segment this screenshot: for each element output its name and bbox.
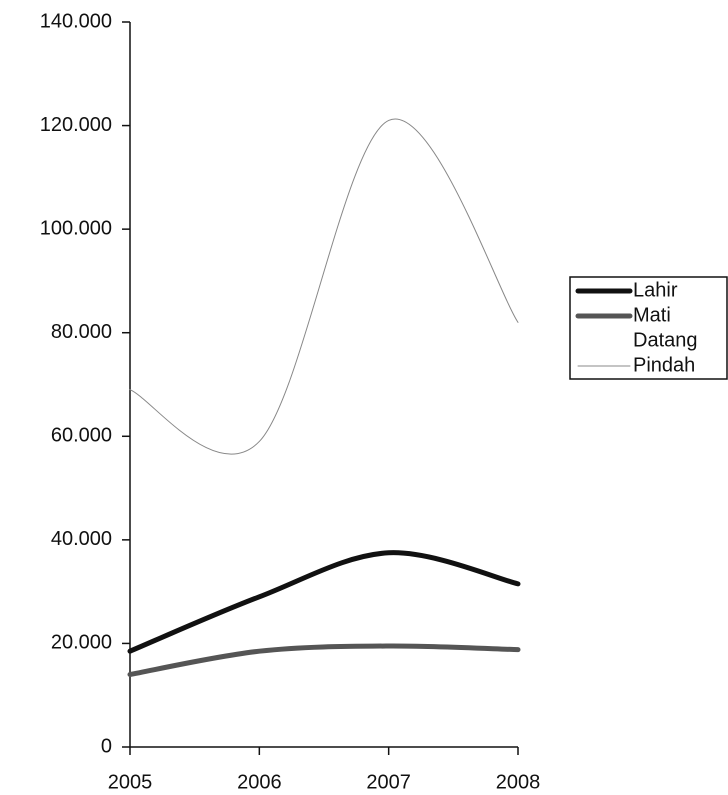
x-tick-label: 2005	[108, 771, 153, 793]
legend-label: Datang	[633, 329, 698, 351]
legend-label: Pindah	[633, 354, 695, 376]
y-tick-label: 140.000	[40, 10, 112, 32]
y-tick-label: 20.000	[51, 632, 112, 654]
legend-label: Mati	[633, 304, 671, 326]
y-tick-label: 40.000	[51, 528, 112, 550]
x-tick-label: 2007	[366, 771, 411, 793]
y-tick-label: 120.000	[40, 114, 112, 136]
series-line	[127, 643, 521, 677]
y-tick-label: 0	[101, 735, 112, 757]
y-tick-label: 80.000	[51, 321, 112, 343]
legend-box	[569, 276, 728, 380]
legend-label: Lahir	[633, 279, 678, 301]
series-line	[129, 118, 519, 455]
y-tick-label: 100.000	[40, 217, 112, 239]
series-line	[127, 550, 521, 654]
x-tick-label: 2006	[237, 771, 282, 793]
y-tick-label: 60.000	[51, 425, 112, 447]
x-tick-label: 2008	[496, 771, 541, 793]
